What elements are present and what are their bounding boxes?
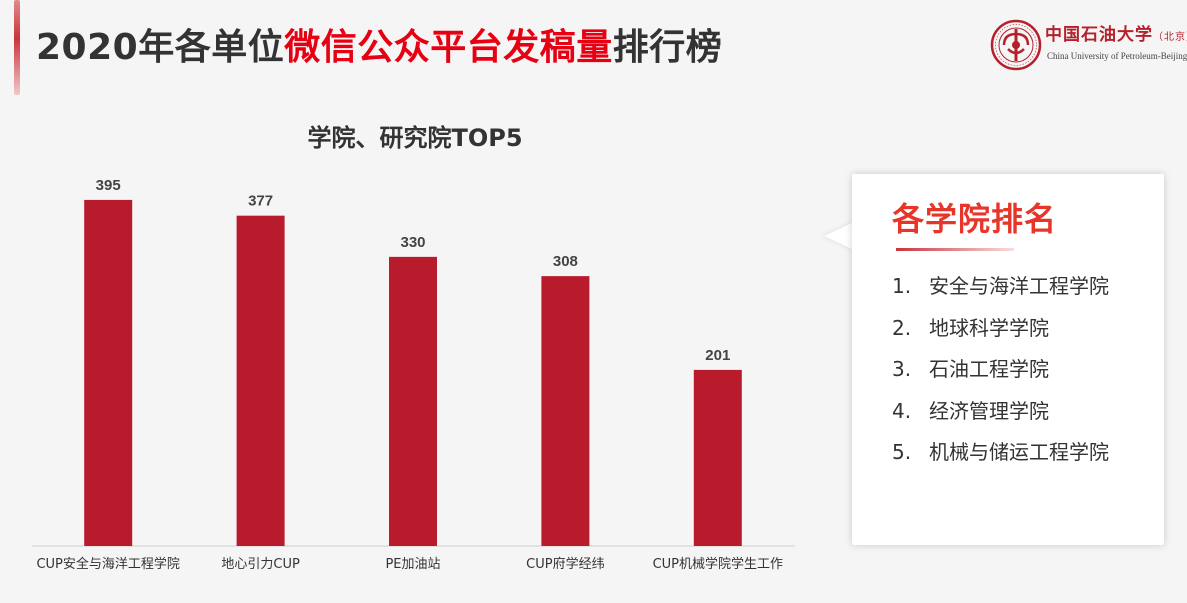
slide-title: 2020年各单位微信公众平台发稿量排行榜: [36, 18, 722, 70]
chart-title: 学院、研究院TOP5: [307, 124, 523, 152]
ranking-title: 各学院排名: [892, 200, 1058, 238]
ranking-number: 5.: [892, 440, 912, 464]
logo-name-en: China University of Petroleum-Beijing: [1047, 51, 1187, 61]
logo-name-cn: 中国石油大学（北京）: [1045, 20, 1187, 45]
bar-chart: 395 CUP安全与海洋工程学院 377 地心引力CUP 330 PE加油站 308 CUP府…: [32, 177, 795, 572]
slide-title-suffix: 排行榜: [612, 27, 723, 68]
x-tick-label-1: CUP安全与海洋工程学院: [36, 556, 179, 572]
university-emblem-icon: [990, 19, 1042, 71]
university-logo: 中国石油大学（北京） China University of Petroleum…: [990, 14, 1187, 84]
ranking-name: 机械与储运工程学院: [929, 440, 1109, 464]
logo-name-cn-suffix: （北京）: [1153, 32, 1187, 43]
bar-2: [236, 215, 285, 546]
ranking-number: 3.: [892, 357, 912, 381]
x-tick-label-5: CUP机械学院学生工作: [653, 556, 783, 572]
data-label-3: 330: [400, 234, 425, 251]
x-tick-label-4: CUP府学经纬: [526, 556, 604, 572]
ranking-panel: 各学院排名 1. 安全与海洋工程学院 2. 地球科学学院 3. 石油工程学院 4. 经济…: [852, 174, 1164, 545]
ranking-name: 地球科学学院: [929, 315, 1049, 340]
data-label-1: 395: [96, 177, 121, 194]
ranking-number: 2.: [892, 315, 912, 340]
ranking-name: 安全与海洋工程学院: [929, 274, 1109, 298]
ranking-item: 4. 经济管理学院: [892, 395, 1109, 437]
ranking-name: 石油工程学院: [929, 357, 1049, 381]
ranking-item: 2. 地球科学学院: [892, 312, 1109, 354]
data-label-5: 201: [705, 347, 730, 364]
bar-5: [693, 369, 742, 546]
bar-4: [541, 276, 590, 546]
x-tick-label-2: 地心引力CUP: [221, 557, 300, 572]
ranking-number: 4.: [892, 398, 912, 423]
ranking-item: 3. 石油工程学院: [892, 353, 1109, 395]
bar-1: [84, 199, 133, 546]
data-label-4: 308: [553, 253, 578, 270]
x-tick-label-3: PE加油站: [385, 557, 440, 572]
slide-title-highlight: 微信公众平台发稿量: [284, 27, 613, 68]
ranking-item: 1. 安全与海洋工程学院: [892, 270, 1109, 312]
ranking-title-underline: [896, 248, 1014, 251]
bar-3: [389, 256, 437, 546]
data-label-2: 377: [248, 193, 273, 210]
panel-pointer: [824, 222, 854, 250]
ranking-list: 1. 安全与海洋工程学院 2. 地球科学学院 3. 石油工程学院 4. 经济管理学院 5…: [892, 270, 1109, 478]
title-accent-bar: [14, 0, 20, 95]
ranking-number: 1.: [892, 274, 912, 298]
ranking-item: 5. 机械与储运工程学院: [892, 436, 1109, 478]
logo-name-cn-main: 中国石油大学: [1045, 25, 1153, 45]
slide-title-prefix: 2020年各单位: [36, 27, 285, 68]
ranking-name: 经济管理学院: [929, 398, 1049, 423]
